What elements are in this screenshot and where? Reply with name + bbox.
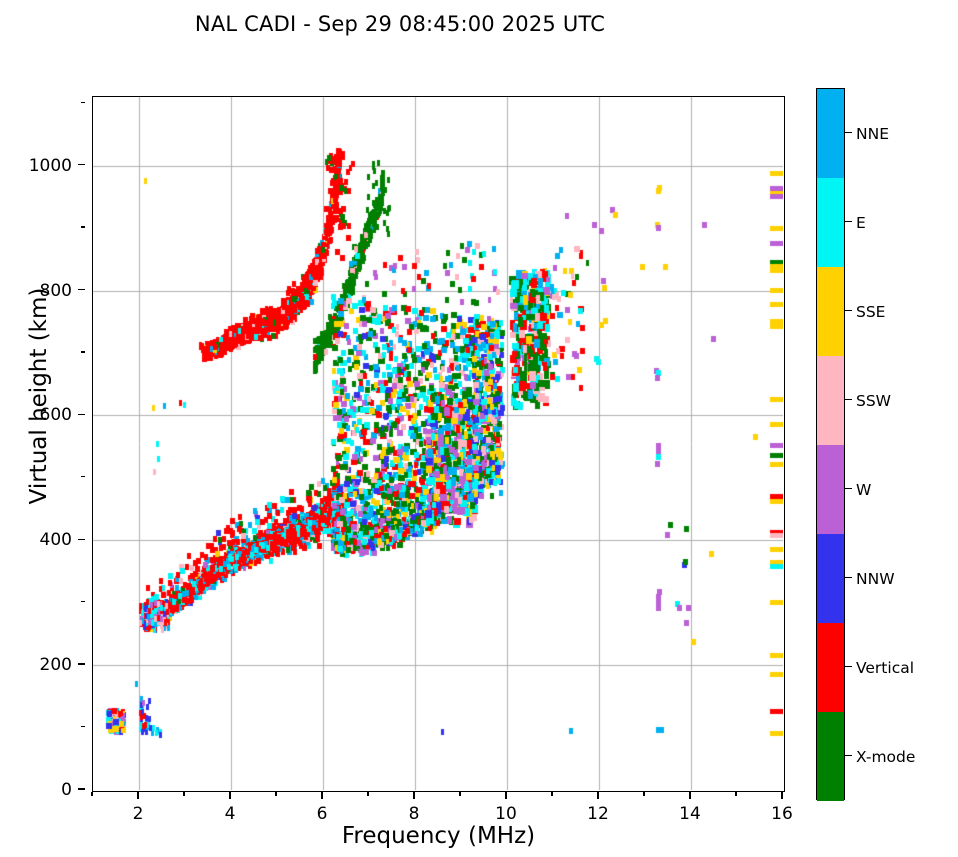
x-tick-minor	[551, 792, 553, 796]
colorbar-tick-label-vertical: Vertical	[856, 658, 915, 677]
colorbar-segment-e[interactable]	[817, 178, 844, 267]
x-tick-minor	[183, 792, 185, 796]
x-tick-label: 16	[771, 804, 793, 824]
y-tick	[78, 538, 85, 540]
colorbar-tick-label-nnw: NNW	[856, 569, 895, 588]
x-tick-label: 4	[224, 804, 236, 824]
colorbar-tick	[845, 131, 852, 134]
colorbar[interactable]	[816, 88, 845, 801]
colorbar-tick	[845, 576, 852, 579]
y-tick-label: 600	[39, 405, 72, 426]
colorbar-segment-sse[interactable]	[817, 267, 844, 356]
x-tick-minor	[735, 792, 737, 796]
colorbar-tick-label-sse: SSE	[856, 302, 886, 321]
x-tick	[321, 792, 323, 799]
colorbar-tick-label-nne: NNE	[856, 124, 889, 143]
colorbar-tick	[845, 487, 852, 490]
x-tick-label: 12	[587, 804, 609, 824]
colorbar-segment-w[interactable]	[817, 445, 844, 534]
colorbar-tick-label-e: E	[856, 213, 866, 232]
y-tick-minor	[81, 476, 85, 478]
y-tick-label: 0	[61, 780, 72, 800]
y-tick-minor	[81, 725, 85, 728]
x-tick	[689, 792, 691, 799]
colorbar-tick	[845, 754, 852, 757]
x-tick	[597, 792, 599, 799]
colorbar-segment-x-mode[interactable]	[817, 712, 844, 801]
y-tick	[78, 663, 85, 665]
colorbar-segment-ssw[interactable]	[817, 356, 844, 445]
colorbar-tick-label-x-mode: X-mode	[856, 747, 916, 766]
x-tick	[781, 792, 783, 799]
y-tick-minor	[81, 351, 85, 353]
x-tick	[413, 792, 415, 799]
y-tick	[78, 163, 85, 166]
x-tick-minor	[459, 792, 461, 796]
colorbar-tick-label-w: W	[856, 480, 872, 499]
page-title: NAL CADI - Sep 29 08:45:00 2025 UTC	[194, 12, 606, 36]
y-tick-minor	[81, 601, 85, 603]
ionogram-scatter-canvas	[93, 97, 783, 790]
x-tick-minor	[91, 792, 93, 796]
x-axis-label: Frequency (MHz)	[341, 823, 536, 849]
x-tick-minor	[367, 792, 369, 796]
plot-area[interactable]	[92, 96, 785, 792]
y-tick	[78, 288, 85, 291]
y-tick-label: 1000	[28, 155, 72, 176]
colorbar-segment-vertical[interactable]	[817, 623, 844, 712]
y-tick-label: 800	[39, 280, 72, 301]
colorbar-segment-nnw[interactable]	[817, 534, 844, 623]
x-tick-label: 8	[408, 804, 420, 824]
x-tick	[505, 792, 507, 799]
colorbar-tick-label-ssw: SSW	[856, 391, 892, 410]
x-tick-label: 6	[316, 804, 328, 824]
y-tick-label: 200	[39, 655, 72, 676]
y-tick	[78, 413, 85, 416]
y-axis-label: Virtual height (km)	[26, 287, 52, 505]
x-tick	[229, 792, 231, 799]
x-tick-label: 14	[679, 804, 701, 824]
colorbar-tick	[845, 665, 852, 668]
colorbar-tick	[845, 220, 852, 223]
x-tick-minor	[275, 792, 277, 796]
y-tick-minor	[81, 101, 85, 103]
colorbar-tick	[845, 398, 852, 401]
y-axis: 0 200 400 600 800 1000	[0, 96, 85, 800]
colorbar-segment-nne[interactable]	[817, 89, 844, 178]
colorbar-tick	[845, 309, 852, 312]
x-tick	[137, 792, 139, 799]
x-tick-label: 2	[132, 804, 144, 824]
x-axis: 2 4 6 8 10 12 14 16	[91, 792, 793, 852]
y-tick-minor	[81, 226, 85, 228]
x-tick-label: 10	[495, 804, 517, 824]
x-tick-minor	[643, 792, 645, 796]
y-tick	[78, 788, 85, 790]
y-tick-label: 400	[39, 530, 72, 551]
